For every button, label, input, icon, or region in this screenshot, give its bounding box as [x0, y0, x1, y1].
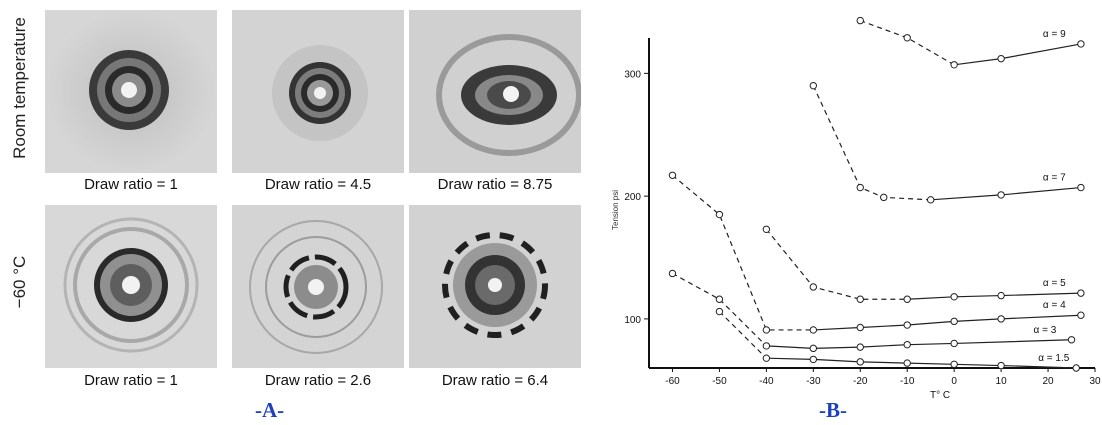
data-point	[1077, 183, 1085, 192]
data-point	[950, 61, 958, 69]
series-label: α = 3	[1034, 325, 1057, 336]
x-tick-label: -20	[853, 376, 868, 387]
data-point	[668, 171, 677, 179]
series-label: α = 9	[1043, 29, 1066, 40]
series-line	[930, 186, 1081, 201]
data-point	[997, 54, 1005, 63]
xray-pattern-rt-dr4_5	[232, 10, 404, 173]
panel-b-label: -B-	[819, 398, 847, 422]
data-point	[997, 315, 1005, 323]
row-label-room-temperature: Room temperature	[10, 17, 29, 159]
data-point	[997, 361, 1005, 370]
series-dashed-segment	[812, 85, 931, 201]
data-point	[997, 191, 1005, 199]
data-point	[809, 81, 818, 90]
data-point	[1067, 336, 1076, 344]
data-point	[809, 283, 818, 291]
data-point	[926, 196, 935, 204]
data-point	[1077, 289, 1085, 297]
x-tick-label: 0	[951, 376, 957, 387]
caption-m60-dr1: Draw ratio = 1	[84, 372, 178, 389]
data-point	[809, 344, 818, 353]
series-line	[954, 43, 1082, 66]
data-point	[950, 339, 958, 348]
data-point	[1077, 40, 1085, 48]
data-point	[903, 34, 911, 42]
panel-b: -60 -50 -40 -30 -20 -10 0 10 20 30 100 200 300 Tensio…	[600, 0, 1102, 425]
caption-m60-dr6_4: Draw ratio = 6.4	[441, 372, 549, 389]
series-dashed-segment	[860, 20, 955, 66]
data-point	[950, 360, 958, 369]
series-line	[766, 339, 1072, 349]
x-tick-label: 20	[1042, 376, 1054, 387]
series-line	[813, 314, 1081, 331]
caption-m60-dr2_6: Draw ratio = 2.6	[264, 372, 372, 389]
xray-pattern-rt-dr1	[45, 10, 217, 173]
data-point	[762, 354, 771, 362]
data-point	[1072, 364, 1080, 372]
series-label: α = 7	[1043, 173, 1066, 184]
y-axis-label: Tension psi	[611, 190, 620, 230]
data-point	[1077, 311, 1085, 319]
data-point	[903, 359, 911, 367]
row-label-minus-60c: −60 °C	[10, 255, 29, 309]
data-point	[762, 342, 771, 350]
series-dashed-segment	[718, 311, 767, 359]
x-tick-label: -30	[806, 376, 821, 387]
data-point	[856, 295, 864, 303]
data-point	[903, 295, 911, 303]
x-tick-label: 10	[996, 376, 1008, 387]
y-tick-label: 200	[624, 192, 641, 203]
data-point	[762, 326, 771, 334]
xray-pattern-rt-dr8_75	[409, 10, 581, 173]
data-point	[997, 291, 1005, 300]
x-tick-label: -60	[665, 376, 680, 387]
y-tick-label: 100	[624, 315, 641, 326]
xray-pattern-m60-dr2_6	[232, 205, 404, 368]
data-point	[950, 317, 958, 326]
data-point	[809, 326, 818, 334]
series-label: α = 4	[1043, 300, 1066, 311]
data-point	[856, 358, 864, 366]
data-point	[668, 269, 677, 278]
series-dashed-segment	[672, 174, 814, 331]
data-point	[715, 307, 724, 316]
tension-temperature-chart: -60 -50 -40 -30 -20 -10 0 10 20 30 100 200 300 Tensio…	[611, 16, 1101, 401]
data-point	[715, 210, 724, 219]
data-point	[880, 193, 888, 202]
data-point	[809, 355, 818, 364]
caption-rt-dr8_75: Draw ratio = 8.75	[437, 176, 553, 193]
data-point	[903, 321, 911, 329]
xray-pattern-m60-dr6_4	[409, 205, 581, 368]
x-tick-label: -40	[759, 376, 774, 387]
xray-pattern-m60-dr1	[45, 205, 217, 368]
data-point	[950, 293, 958, 301]
x-tick-label: -10	[900, 376, 915, 387]
data-point	[856, 323, 864, 332]
series-dashed-segment	[765, 228, 908, 300]
panel-a: Room temperature −60 °C	[10, 10, 581, 422]
y-tick-label: 300	[624, 69, 641, 80]
x-tick-label: 30	[1089, 376, 1101, 387]
data-point	[715, 295, 724, 303]
data-point	[762, 225, 771, 233]
caption-rt-dr1: Draw ratio = 1	[84, 176, 178, 193]
data-point	[856, 343, 864, 351]
x-axis-label: T° C	[930, 390, 950, 400]
series-label: α = 5	[1043, 278, 1066, 289]
data-point	[903, 340, 911, 349]
data-point	[856, 183, 864, 192]
data-point	[856, 16, 864, 25]
caption-rt-dr4_5: Draw ratio = 4.5	[264, 176, 372, 193]
series-line	[907, 292, 1081, 300]
series-label: α = 1.5	[1038, 353, 1070, 364]
x-tick-label: -50	[712, 376, 727, 387]
panel-a-label: -A-	[255, 398, 285, 422]
